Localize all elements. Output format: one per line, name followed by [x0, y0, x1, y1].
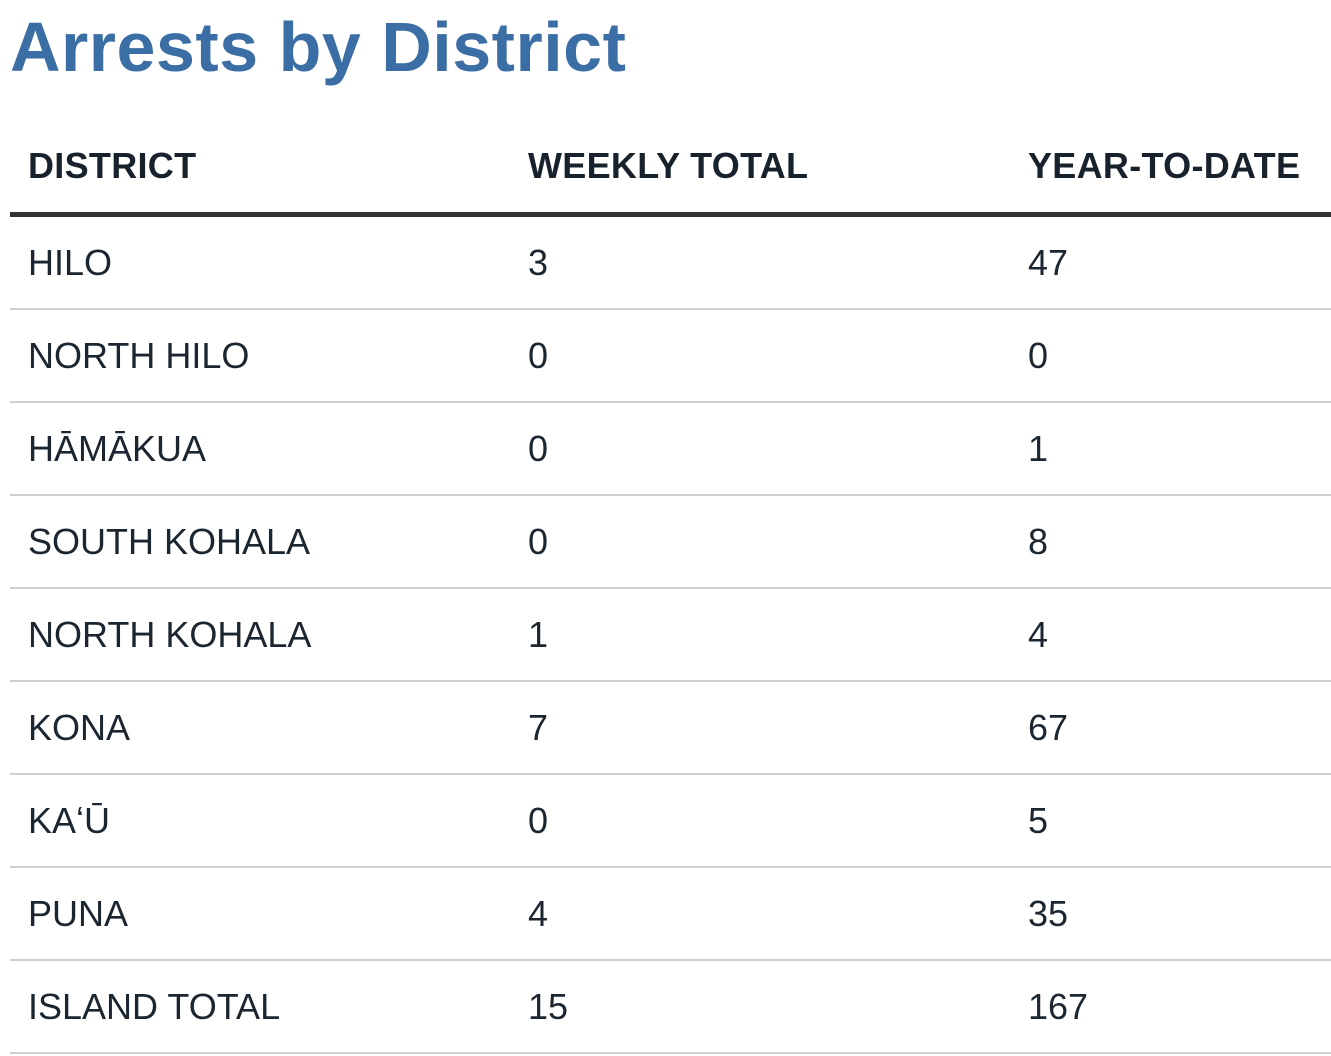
- table-row: NORTH KOHALA 1 4: [10, 589, 1331, 682]
- year-to-date-cell: 1: [1028, 427, 1049, 469]
- year-to-date-cell: 5: [1028, 799, 1049, 841]
- weekly-total-cell: 0: [528, 799, 549, 841]
- table-row: SOUTH KOHALA 0 8: [10, 496, 1331, 589]
- weekly-total-cell: 15: [528, 985, 569, 1027]
- table-row-total: ISLAND TOTAL 15 167: [10, 961, 1331, 1054]
- year-to-date-cell: 167: [1028, 985, 1089, 1027]
- weekly-total-cell: 0: [528, 334, 549, 376]
- year-to-date-cell: 4: [1028, 613, 1049, 655]
- arrests-table: DISTRICT WEEKLY TOTAL YEAR-TO-DATE HILO …: [10, 120, 1331, 1054]
- weekly-total-cell: 3: [528, 241, 549, 283]
- district-cell: ISLAND TOTAL: [28, 985, 281, 1027]
- weekly-total-cell: 0: [528, 520, 549, 562]
- year-to-date-cell: 0: [1028, 334, 1049, 376]
- year-to-date-cell: 47: [1028, 241, 1069, 283]
- table-row: PUNA 4 35: [10, 868, 1331, 961]
- table-header-row: DISTRICT WEEKLY TOTAL YEAR-TO-DATE: [10, 120, 1331, 217]
- table-row: HĀMĀKUA 0 1: [10, 403, 1331, 496]
- column-header-year-to-date: YEAR-TO-DATE: [1028, 145, 1301, 186]
- district-cell: KAʻŪ: [28, 799, 111, 841]
- weekly-total-cell: 0: [528, 427, 549, 469]
- district-cell: PUNA: [28, 892, 129, 934]
- table-row: KONA 7 67: [10, 682, 1331, 775]
- district-cell: SOUTH KOHALA: [28, 520, 311, 562]
- district-cell: NORTH HILO: [28, 334, 250, 376]
- column-header-weekly-total: WEEKLY TOTAL: [528, 145, 809, 186]
- weekly-total-cell: 1: [528, 613, 549, 655]
- column-header-district: DISTRICT: [28, 145, 197, 186]
- district-cell: KONA: [28, 706, 131, 748]
- district-cell: NORTH KOHALA: [28, 613, 312, 655]
- table-row: KAʻŪ 0 5: [10, 775, 1331, 868]
- table-row: NORTH HILO 0 0: [10, 310, 1331, 403]
- weekly-total-cell: 4: [528, 892, 549, 934]
- year-to-date-cell: 35: [1028, 892, 1069, 934]
- district-cell: HĀMĀKUA: [28, 427, 207, 469]
- table-row: HILO 3 47: [10, 217, 1331, 310]
- district-cell: HILO: [28, 241, 113, 283]
- weekly-total-cell: 7: [528, 706, 549, 748]
- page-title: Arrests by District: [10, 8, 627, 86]
- year-to-date-cell: 8: [1028, 520, 1049, 562]
- year-to-date-cell: 67: [1028, 706, 1069, 748]
